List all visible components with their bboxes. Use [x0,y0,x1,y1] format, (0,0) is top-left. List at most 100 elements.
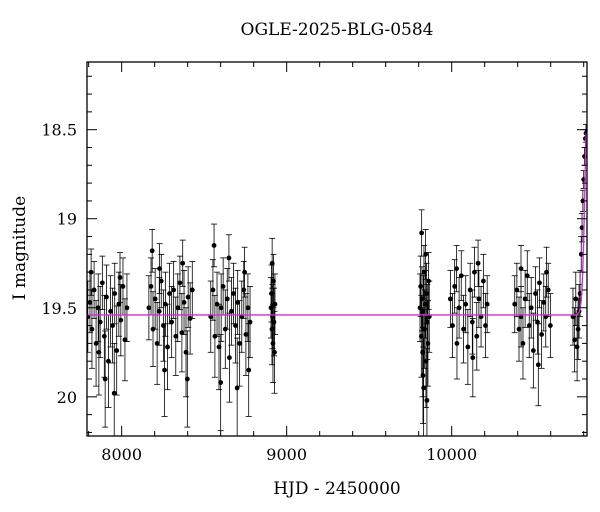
data-point [242,269,247,275]
data-point [535,362,541,368]
data-point [475,260,481,266]
y-tick-label: 18.5 [41,121,77,140]
data-point [104,294,109,300]
data-point [179,330,185,336]
data-point [95,305,101,311]
data-point [514,287,520,293]
data-point [211,243,217,248]
data-point [101,333,107,339]
data-point [87,300,93,305]
data-point [165,344,170,350]
data-point [578,251,584,257]
data-point [185,294,191,300]
data-point [114,348,120,353]
data-point [483,323,488,328]
x-tick-label: 9000 [266,445,307,464]
data-point [419,230,425,236]
data-point [463,301,469,307]
data-point [472,269,477,275]
data-point [162,367,167,373]
data-point [169,319,175,325]
data-point [424,319,430,325]
data-point [518,266,524,271]
data-point [512,301,518,307]
data-point [537,280,542,286]
data-point [461,326,466,332]
y-tick-label: 19.5 [41,299,77,318]
data-point [574,344,580,350]
data-point [469,319,475,325]
data-point [189,287,195,293]
data-point [89,326,95,332]
data-point [476,296,482,302]
data-point [484,301,490,307]
data-point [456,305,462,311]
x-tick-label: 8000 [101,445,142,464]
data-point [447,296,453,302]
data-point [539,332,545,337]
data-point [108,308,113,314]
data-point [245,305,251,311]
data-point [269,260,275,266]
data-point [424,291,430,296]
data-point [218,305,224,311]
data-point [93,340,99,346]
data-point [474,333,480,339]
x-axis-label: HJD - 2450000 [273,479,401,499]
model-curve [87,133,587,316]
data-point [271,319,277,325]
data-point [454,266,460,271]
data-point [96,349,102,355]
y-tick-label: 19 [57,210,77,229]
data-point [216,344,222,350]
data-point [116,301,122,307]
data-point [177,280,183,286]
data-point [450,323,455,328]
data-point [465,344,471,350]
data-point [541,300,547,305]
y-tick-label: 20 [57,388,77,407]
data-point [106,358,111,364]
data-point [227,355,232,361]
data-point [421,385,427,391]
x-axis-ticks: 8000 9000 10000 [88,62,585,464]
data-point [218,380,224,385]
data-marks [87,123,587,436]
data-point [533,291,538,296]
data-point [545,287,551,293]
plot-frame [86,61,588,437]
data-point [181,300,187,305]
data-point [535,319,540,325]
data-point [237,340,243,346]
data-point [458,273,464,279]
data-point [91,287,97,293]
data-point [171,287,177,293]
data-point [522,296,528,302]
data-point [152,296,158,302]
data-point [575,326,581,332]
data-point [124,305,130,311]
data-point [247,319,253,325]
data-point [454,340,460,346]
data-point [524,273,530,279]
data-point [246,367,252,373]
model-curve-layer [87,133,587,316]
data-point [175,305,181,311]
data-point [572,337,578,343]
data-point [99,280,105,286]
data-point [120,284,126,289]
data-point [424,397,430,403]
data-point [420,373,426,378]
data-point [157,266,163,271]
data-point [530,348,536,353]
data-point [228,308,234,314]
data-point [241,287,247,293]
data-point [226,255,232,261]
data-point [243,332,249,337]
data-point [235,300,241,305]
x-tick-label: 10000 [426,445,477,464]
data-point [547,323,553,328]
data-point [111,390,117,396]
data-point [234,385,240,391]
